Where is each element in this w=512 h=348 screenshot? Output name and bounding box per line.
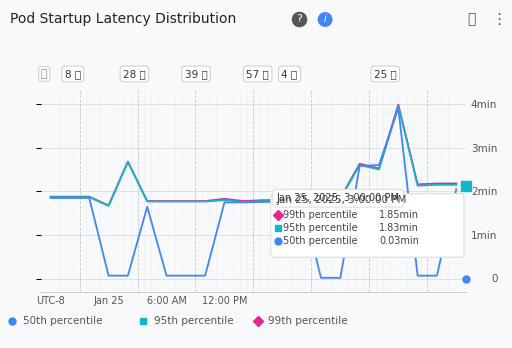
Text: i: i bbox=[324, 15, 327, 24]
Text: 8 ⓘ: 8 ⓘ bbox=[65, 69, 81, 79]
Text: 1.83min: 1.83min bbox=[379, 223, 419, 233]
Text: 99th percentile: 99th percentile bbox=[283, 209, 358, 220]
Text: 0: 0 bbox=[492, 274, 498, 284]
Text: Pod Startup Latency Distribution: Pod Startup Latency Distribution bbox=[10, 13, 237, 26]
Text: ?: ? bbox=[296, 15, 303, 24]
Text: Jan 25, 2025, 3:00:00 PM: Jan 25, 2025, 3:00:00 PM bbox=[276, 195, 407, 205]
Text: 25 ⓘ: 25 ⓘ bbox=[374, 69, 397, 79]
Text: ⋮: ⋮ bbox=[492, 12, 507, 27]
Text: 1.85min: 1.85min bbox=[379, 209, 419, 220]
FancyBboxPatch shape bbox=[271, 193, 464, 257]
Text: 95th percentile: 95th percentile bbox=[283, 223, 358, 233]
Text: ⓘ: ⓘ bbox=[41, 69, 48, 79]
Text: 4 ⓘ: 4 ⓘ bbox=[282, 69, 297, 79]
Text: 39 ⓘ: 39 ⓘ bbox=[185, 69, 207, 79]
Text: 28 ⓘ: 28 ⓘ bbox=[123, 69, 146, 79]
Text: 50th percentile: 50th percentile bbox=[283, 236, 358, 246]
Text: 50th percentile: 50th percentile bbox=[23, 316, 102, 326]
Text: ⫸: ⫸ bbox=[467, 13, 475, 26]
Text: Jan 25, 2025, 3:00:00 PM: Jan 25, 2025, 3:00:00 PM bbox=[276, 193, 399, 203]
Text: 57 ⓘ: 57 ⓘ bbox=[246, 69, 269, 79]
Text: 99th percentile: 99th percentile bbox=[268, 316, 348, 326]
Text: 0.03min: 0.03min bbox=[379, 236, 419, 246]
Text: 95th percentile: 95th percentile bbox=[154, 316, 233, 326]
